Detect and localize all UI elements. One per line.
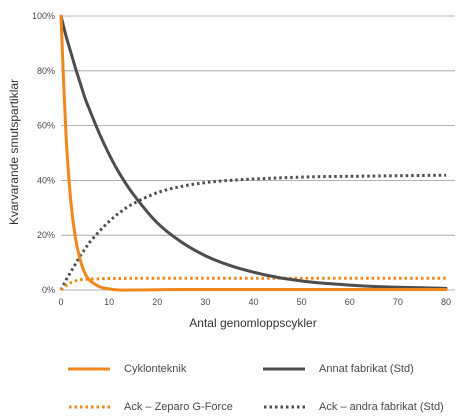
legend-label: Ack – Zeparo G-Force	[124, 401, 233, 413]
legend-label: Cyklonteknik	[124, 363, 187, 375]
series-line-1	[59, 14, 448, 290]
legend-item-ack-andra: Ack – andra fabrikat (Std)	[263, 401, 444, 413]
legend-swatch-dotted-orange	[69, 405, 110, 409]
x-tick-label: 70	[393, 297, 403, 307]
y-tick-label: 100%	[32, 11, 55, 21]
x-tick-label: 30	[200, 297, 210, 307]
series-line-0	[59, 14, 448, 292]
x-tick-label: 10	[104, 297, 114, 307]
y-tick-label: 40%	[37, 175, 55, 185]
grid-lines	[61, 15, 455, 291]
x-tick-labels: 0 10 20 30 40 50 60 70 80	[58, 297, 451, 307]
y-tick-label: 80%	[37, 66, 55, 76]
legend-label: Ack – andra fabrikat (Std)	[319, 401, 444, 413]
y-tick-label: 0%	[42, 285, 55, 295]
y-tick-label: 20%	[37, 230, 55, 240]
series-line-2	[60, 276, 446, 292]
y-axis-title: Kvarvarande smutspartiklar	[7, 79, 21, 225]
x-tick-label: 80	[441, 297, 451, 307]
x-tick-label: 20	[152, 297, 162, 307]
x-tick-label: 40	[248, 297, 258, 307]
chart: 0% 20% 40% 60% 80% 100% 0 10 20 30 40 50 60 70 80 Kva…	[7, 11, 455, 330]
x-tick-label: 0	[58, 297, 63, 307]
legend-label: Annat fabrikat (Std)	[319, 363, 414, 375]
x-axis-title: Antal genomloppscykler	[189, 316, 316, 330]
legend-swatch-solid-orange	[68, 367, 110, 371]
series-lines	[59, 14, 448, 292]
legend-item-cyklonteknik: Cyklonteknik	[68, 363, 186, 375]
legend-item-ack-zeparo: Ack – Zeparo G-Force	[68, 401, 233, 413]
legend-swatch-solid-gray	[263, 367, 305, 371]
x-tick-label: 50	[297, 297, 307, 307]
legend: Cyklonteknik Annat fabrikat (Std) Ack – …	[0, 358, 460, 417]
y-tick-label: 60%	[37, 121, 55, 131]
legend-swatch-dotted-gray	[264, 405, 305, 409]
x-tick-label: 60	[345, 297, 355, 307]
y-tick-labels: 0% 20% 40% 60% 80% 100%	[32, 11, 55, 295]
legend-item-annat-fabrikat: Annat fabrikat (Std)	[263, 363, 414, 375]
